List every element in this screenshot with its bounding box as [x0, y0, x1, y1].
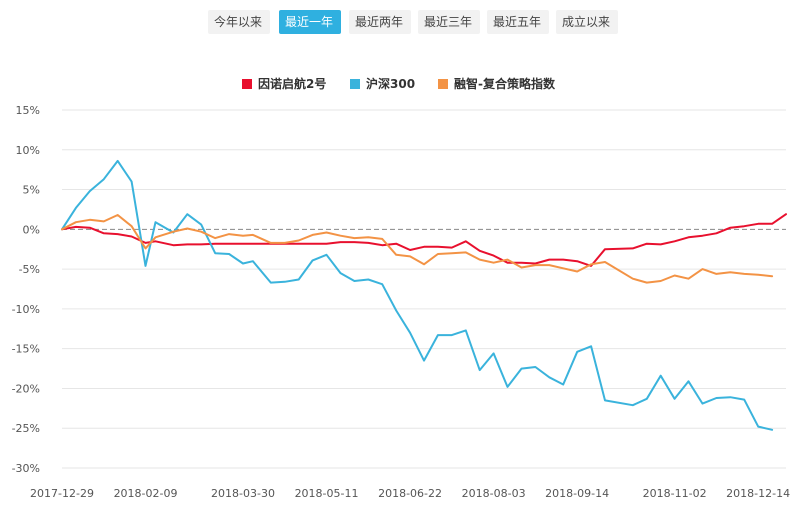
x-tick-label: 2018-09-14	[545, 487, 609, 500]
x-tick-label: 2018-08-03	[462, 487, 526, 500]
y-tick-label: 0%	[23, 223, 40, 236]
legend-swatch-index	[438, 79, 448, 89]
legend-label-index: 融智-复合策略指数	[454, 77, 555, 91]
x-tick-label: 2018-05-11	[295, 487, 359, 500]
tab-last-3y[interactable]: 最近三年	[418, 10, 480, 34]
y-tick-label: 5%	[23, 184, 40, 197]
x-tick-label: 2018-06-22	[378, 487, 442, 500]
x-axis-ticks: 2017-12-29 2018-02-09 2018-03-30 2018-05-11…	[30, 487, 790, 500]
x-tick-label: 2017-12-29	[30, 487, 94, 500]
x-tick-label: 2018-02-09	[114, 487, 178, 500]
legend-swatch-fund	[242, 79, 252, 89]
series-lines	[61, 159, 787, 431]
tab-last-1y[interactable]: 最近一年	[279, 10, 341, 34]
series-line-csi300	[61, 159, 774, 431]
tab-since-inception[interactable]: 成立以来	[556, 10, 618, 34]
grid-lines	[62, 109, 786, 469]
legend-item-csi300[interactable]: 沪深300	[350, 75, 415, 93]
legend-label-fund: 因诺启航2号	[258, 77, 327, 91]
y-tick-label: -15%	[12, 343, 40, 356]
tab-ytd[interactable]: 今年以来	[208, 10, 270, 34]
y-axis-ticks: 15% 10% 5% 0% -5% -10% -15% -20% -25% -30%	[12, 104, 40, 475]
y-tick-label: 15%	[16, 104, 40, 117]
legend-label-csi300: 沪深300	[366, 77, 416, 91]
y-tick-label: 10%	[16, 144, 40, 157]
y-tick-label: -10%	[12, 303, 40, 316]
legend-swatch-csi300	[350, 79, 360, 89]
series-line-fund	[61, 213, 787, 267]
y-tick-label: -20%	[12, 382, 40, 395]
y-tick-label: -25%	[12, 422, 40, 435]
legend-item-fund[interactable]: 因诺启航2号	[242, 75, 326, 93]
x-tick-label: 2018-11-02	[643, 487, 707, 500]
x-tick-label: 2018-12-14	[726, 487, 790, 500]
tab-last-2y[interactable]: 最近两年	[349, 10, 411, 34]
legend-item-index[interactable]: 融智-复合策略指数	[438, 75, 555, 93]
series-line-index	[61, 214, 774, 284]
x-tick-label: 2018-03-30	[211, 487, 275, 500]
y-tick-label: -5%	[19, 263, 40, 276]
tab-last-5y[interactable]: 最近五年	[487, 10, 549, 34]
y-tick-label: -30%	[12, 462, 40, 475]
time-range-tabs: 今年以来 最近一年 最近两年 最近三年 最近五年 成立以来	[0, 10, 800, 36]
chart-legend: 因诺启航2号 沪深300 融智-复合策略指数	[0, 75, 800, 93]
